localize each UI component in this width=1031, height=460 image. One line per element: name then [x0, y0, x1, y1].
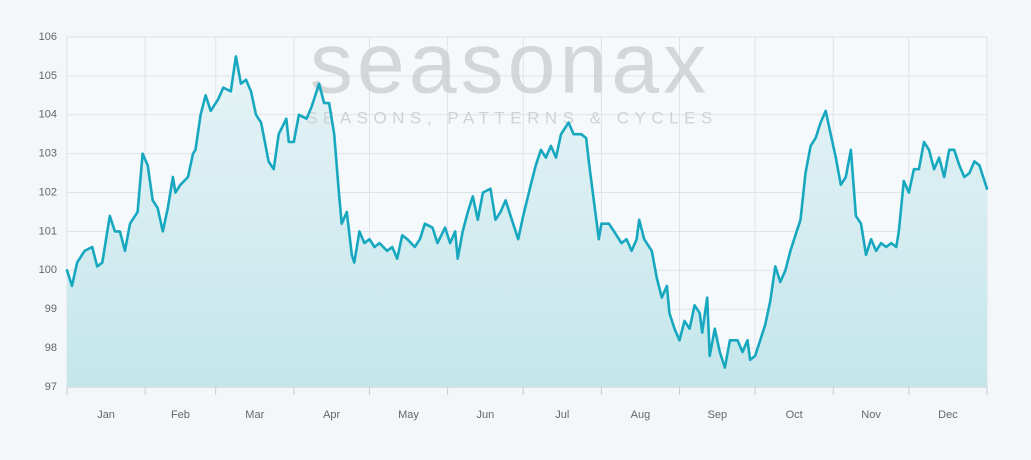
x-tick-label: Aug	[631, 409, 651, 421]
x-tick-label: Apr	[323, 409, 340, 421]
x-tick-label: Feb	[171, 409, 190, 421]
y-tick-label: 105	[39, 70, 57, 82]
y-tick-label: 98	[45, 342, 57, 354]
x-tick-label: Nov	[861, 409, 881, 421]
x-tick-label: Jul	[555, 409, 569, 421]
y-tick-label: 97	[45, 381, 57, 393]
area-fill	[67, 56, 987, 388]
y-tick-label: 104	[39, 109, 57, 121]
y-tick-label: 103	[39, 148, 57, 160]
y-tick-label: 102	[39, 186, 57, 198]
x-tick-label: Jun	[477, 409, 495, 421]
y-tick-label: 101	[39, 225, 57, 237]
watermark-tagline: SEASONS, PATTERNS & CYCLES	[306, 108, 718, 127]
line	[65, 55, 989, 369]
y-tick-label: 99	[45, 303, 57, 315]
y-tick-label: 100	[39, 264, 57, 276]
watermark: seasonax	[310, 16, 710, 112]
x-tick-label: Dec	[938, 409, 958, 421]
y-tick-label: 106	[39, 31, 57, 43]
x-tick-label: Oct	[786, 409, 803, 421]
x-tick-label: May	[398, 409, 419, 421]
x-tick-label: Jan	[97, 409, 115, 421]
x-tick-label: Mar	[245, 409, 264, 421]
x-tick-label: Sep	[708, 409, 728, 421]
